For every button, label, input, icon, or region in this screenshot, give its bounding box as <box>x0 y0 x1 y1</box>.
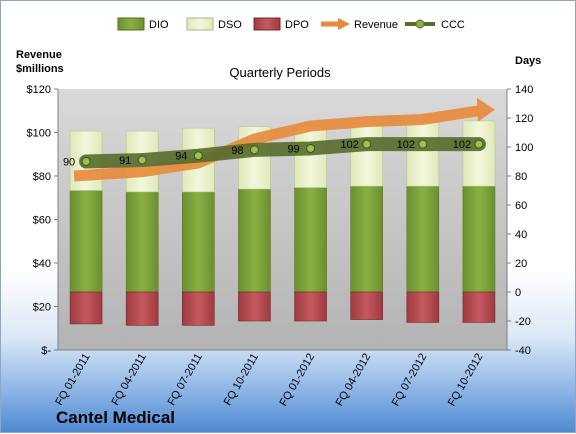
bar-dio <box>462 185 496 293</box>
ccc-marker <box>249 145 259 155</box>
x-tick-label: FQ 10-2012 <box>446 352 486 409</box>
ccc-marker <box>193 151 203 161</box>
bar-dso <box>350 123 383 187</box>
bar-dpo <box>350 291 383 320</box>
revenue-series <box>73 97 495 182</box>
x-tick-label: FQ 04-2012 <box>334 352 374 409</box>
right-axis: -40 -20 0 20 40 60 80 100 120 140 <box>506 84 533 357</box>
ccc-data-label: 102 <box>341 139 359 151</box>
bar-dio <box>406 185 440 293</box>
bar-dpo <box>69 291 103 325</box>
legend-label-ccc: CCC <box>441 19 465 31</box>
ccc-marker <box>81 157 91 166</box>
legend-label-dso: DSO <box>218 19 242 31</box>
bar-dio <box>69 190 103 293</box>
revenue-line <box>73 105 480 182</box>
left-axis-title-line1: Revenue <box>16 49 62 61</box>
left-tick-label: $- <box>41 345 51 357</box>
bar-dio <box>182 191 215 293</box>
chart-title: Quarterly Periods <box>229 65 331 80</box>
bar-dso <box>462 120 496 187</box>
bar-dpo <box>125 291 159 326</box>
legend-swatch-revenue <box>321 18 350 30</box>
right-tick-label: 40 <box>515 229 527 241</box>
legend: DIO DSO DPO Revenue CCC <box>117 17 465 31</box>
left-tick-label: $60 <box>33 215 51 227</box>
right-tick-label: 100 <box>515 142 533 154</box>
ccc-data-label: 90 <box>63 157 75 169</box>
left-tick-label: $120 <box>27 84 51 96</box>
left-tick-label: $20 <box>33 302 51 314</box>
legend-swatch-dio <box>117 17 145 31</box>
legend-swatch-ccc <box>405 19 435 29</box>
bar-dio <box>350 185 383 293</box>
bar-dpo <box>406 291 440 323</box>
ccc-marker <box>362 139 372 149</box>
legend-swatch-dpo <box>253 17 281 31</box>
x-axis: FQ 01-2011 FQ 04-2011 FQ 07-2011 FQ 10-2011… <box>53 349 507 409</box>
ccc-data-label: 102 <box>453 139 471 151</box>
company-name: Cantel Medical <box>56 408 175 427</box>
ccc-series: 90 91 94 98 99 102 102 102 <box>63 137 486 169</box>
ccc-data-label: 94 <box>175 151 187 163</box>
revenue-arrowhead <box>476 97 495 122</box>
right-tick-label: 60 <box>515 200 527 212</box>
ccc-line <box>79 137 486 169</box>
right-tick-label: -40 <box>515 345 531 357</box>
legend-label-dpo: DPO <box>285 19 309 31</box>
bar-dso <box>406 122 440 187</box>
ccc-marker <box>418 139 428 149</box>
right-tick-label: 80 <box>515 171 527 183</box>
ccc-data-label: 98 <box>231 145 243 157</box>
left-axis: $- $20 $40 $60 $80 $100 $120 <box>27 84 59 357</box>
left-tick-label: $100 <box>27 128 51 140</box>
ccc-marker <box>137 155 147 165</box>
bar-dso <box>294 126 327 188</box>
x-tick-label: FQ 10-2011 <box>222 352 261 408</box>
bar-dpo <box>238 291 271 322</box>
bar-dio <box>238 188 271 293</box>
right-tick-label: 20 <box>515 258 527 270</box>
bar-dpo <box>462 291 496 323</box>
legend-label-dio: DIO <box>149 19 169 31</box>
legend-label-revenue: Revenue <box>354 19 398 31</box>
right-axis-title: Days <box>515 55 541 67</box>
x-tick-label: FQ 01-2011 <box>53 352 92 408</box>
ccc-data-label: 99 <box>287 143 299 155</box>
left-axis-title-line2: $millions <box>16 63 64 75</box>
ccc-data-label: 91 <box>119 155 131 167</box>
bar-dpo <box>182 291 215 326</box>
left-tick-label: $40 <box>33 258 51 270</box>
bar-dio <box>125 191 159 293</box>
legend-swatch-dso <box>186 17 214 31</box>
right-tick-label: -20 <box>515 316 531 328</box>
x-tick-label: FQ 04-2011 <box>109 352 148 408</box>
ccc-marker <box>306 143 316 153</box>
x-tick-label: FQ 01-2012 <box>277 352 317 409</box>
bar-dpo <box>294 291 327 322</box>
ccc-marker <box>474 139 484 149</box>
right-tick-label: 0 <box>515 287 521 299</box>
x-tick-label: FQ 07-2011 <box>166 352 205 408</box>
right-tick-label: 120 <box>515 113 533 125</box>
bar-dio <box>294 187 327 293</box>
left-tick-label: $80 <box>33 171 51 183</box>
x-tick-label: FQ 07-2012 <box>390 352 430 409</box>
ccc-data-label: 102 <box>397 139 415 151</box>
right-tick-label: 140 <box>515 84 533 96</box>
